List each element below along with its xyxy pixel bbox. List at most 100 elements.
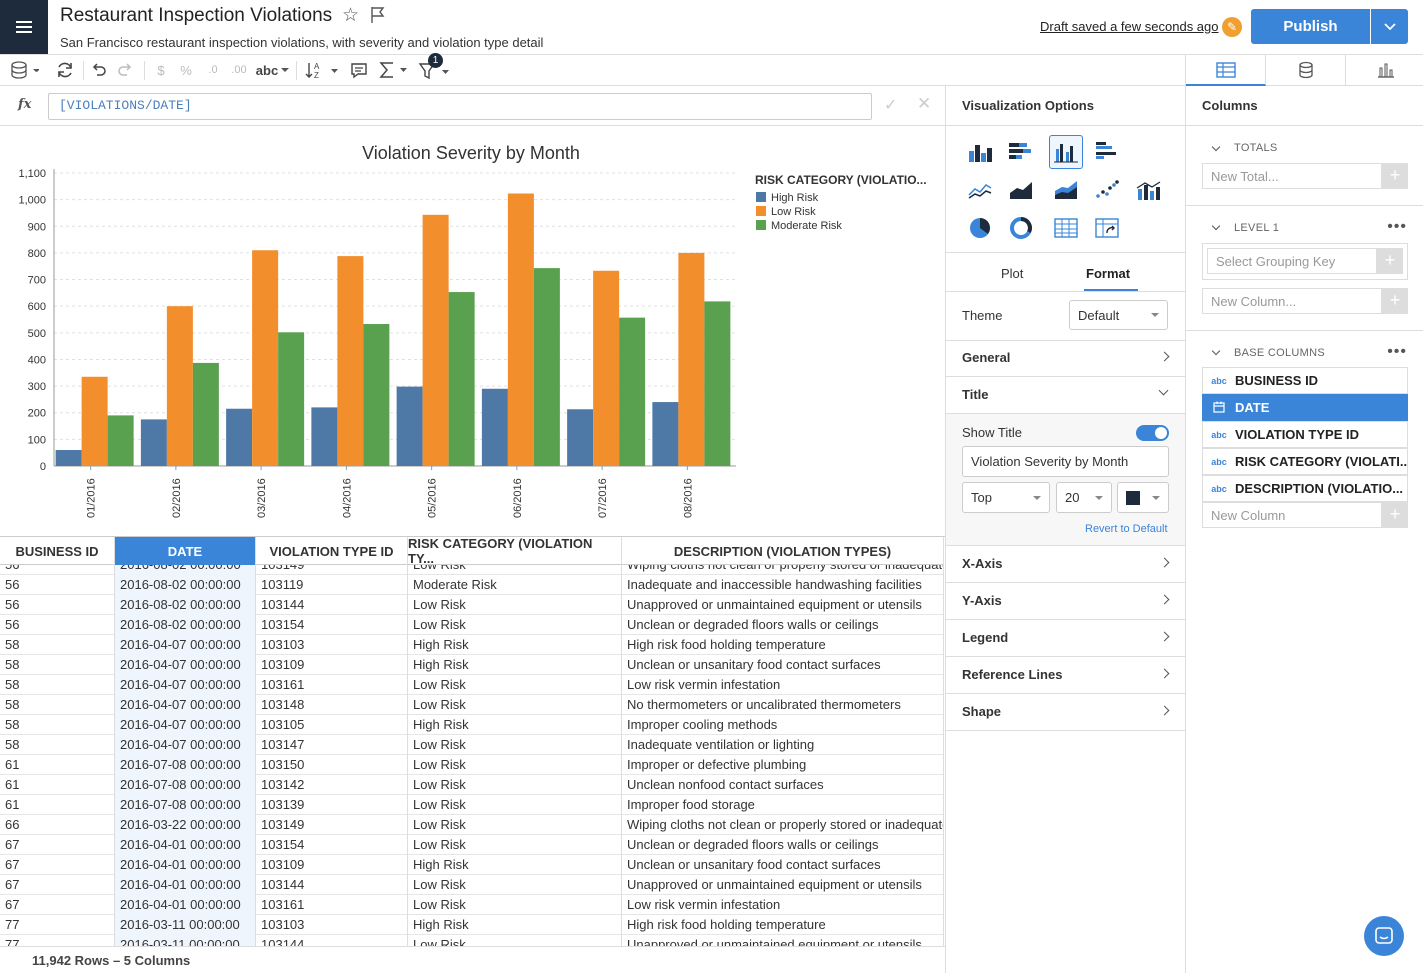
table-row[interactable]: 58 2016-04-07 00:00:00 103105 High Risk Impr… [0, 715, 944, 735]
title-text-input[interactable]: Violation Severity by Month [962, 446, 1169, 477]
combo-chart-icon[interactable] [1131, 173, 1165, 207]
column-header[interactable]: BUSINESS ID [0, 537, 115, 565]
table-cell[interactable]: 56 [0, 575, 115, 595]
table-cell[interactable]: 67 [0, 835, 115, 855]
table-cell[interactable]: 103144 [256, 595, 408, 615]
table-cell[interactable]: 58 [0, 675, 115, 695]
grouping-key-input[interactable]: Select Grouping Key [1207, 248, 1377, 274]
table-row[interactable]: 77 2016-03-11 00:00:00 103144 Low Risk Unapp… [0, 935, 944, 946]
table-cell[interactable]: 2016-04-07 00:00:00 [115, 635, 256, 655]
table-chart-icon[interactable] [1049, 211, 1083, 245]
check-icon[interactable]: ✓ [884, 97, 898, 114]
table-row[interactable]: 58 2016-04-07 00:00:00 103147 Low Risk Inade… [0, 735, 944, 755]
table-cell[interactable]: Moderate Risk [408, 575, 622, 595]
table-cell[interactable]: Low Risk [408, 895, 622, 915]
area-chart-icon[interactable] [1004, 173, 1038, 207]
section-general[interactable]: General [946, 340, 1185, 377]
table-cell[interactable]: 56 [0, 595, 115, 615]
chat-button[interactable] [1364, 916, 1404, 956]
grouped-column-chart-icon[interactable] [1049, 135, 1083, 169]
text-format-dropdown[interactable] [280, 58, 290, 82]
column-header[interactable]: RISK CATEGORY (VIOLATION TY... [408, 537, 622, 566]
decrease-decimals-button[interactable]: .0 [208, 64, 218, 76]
table-cell[interactable]: High Risk [408, 855, 622, 875]
show-title-toggle[interactable] [1136, 425, 1169, 441]
percent-format-button[interactable]: % [180, 62, 192, 78]
draft-status-link[interactable]: Draft saved a few seconds ago [1040, 19, 1219, 34]
section-title[interactable]: Title [946, 377, 1185, 414]
table-cell[interactable]: 103144 [256, 875, 408, 895]
table-cell[interactable]: High Risk [408, 655, 622, 675]
stacked-area-chart-icon[interactable] [1049, 173, 1083, 207]
table-cell[interactable]: 103149 [256, 815, 408, 835]
tab-chart-settings[interactable] [1346, 55, 1423, 86]
add-total-button[interactable]: + [1382, 163, 1408, 189]
publish-dropdown-button[interactable] [1371, 9, 1408, 44]
more-options-icon[interactable]: ••• [1387, 343, 1407, 360]
table-cell[interactable]: No thermometers or uncalibrated thermome… [622, 695, 944, 715]
tab-plot[interactable]: Plot [1001, 266, 1024, 281]
table-cell[interactable]: Low Risk [408, 755, 622, 775]
table-cell[interactable]: 67 [0, 855, 115, 875]
menu-button[interactable] [0, 0, 48, 54]
table-cell[interactable]: Improper or defective plumbing [622, 755, 944, 775]
section-x-axis[interactable]: X-Axis [946, 546, 1185, 583]
table-cell[interactable]: 103142 [256, 775, 408, 795]
table-cell[interactable]: 67 [0, 895, 115, 915]
table-cell[interactable]: Unclean nonfood contact surfaces [622, 775, 944, 795]
table-row[interactable]: 61 2016-07-08 00:00:00 103139 Low Risk Impro… [0, 795, 944, 815]
table-cell[interactable]: High Risk [408, 635, 622, 655]
table-cell[interactable]: 103109 [256, 855, 408, 875]
new-column-input[interactable]: New Column... [1202, 288, 1382, 314]
table-cell[interactable]: 2016-08-02 00:00:00 [115, 615, 256, 635]
table-cell[interactable]: Unclean or degraded floors walls or ceil… [622, 615, 944, 635]
pie-chart-icon[interactable] [963, 211, 997, 245]
table-cell[interactable]: Low Risk [408, 595, 622, 615]
table-cell[interactable]: Low Risk [408, 835, 622, 855]
table-cell[interactable]: Low Risk [408, 815, 622, 835]
donut-chart-icon[interactable] [1004, 211, 1038, 245]
publish-button[interactable]: Publish [1251, 9, 1370, 44]
table-cell[interactable]: 61 [0, 795, 115, 815]
flag-icon[interactable] [370, 6, 386, 29]
scatter-chart-icon[interactable] [1090, 173, 1124, 207]
table-row[interactable]: 61 2016-07-08 00:00:00 103150 Low Risk Impro… [0, 755, 944, 775]
chevron-down-icon[interactable] [1211, 221, 1221, 231]
table-cell[interactable]: 66 [0, 815, 115, 835]
table-cell[interactable]: Improper food storage [622, 795, 944, 815]
table-row[interactable]: 56 2016-08-02 00:00:00 103119 Moderate Risk… [0, 575, 944, 595]
theme-select[interactable]: Default [1069, 300, 1168, 330]
table-cell[interactable]: Unclean or degraded floors walls or ceil… [622, 835, 944, 855]
table-cell[interactable]: 77 [0, 935, 115, 946]
table-cell[interactable]: Low Risk [408, 735, 622, 755]
text-format-button[interactable]: abc [255, 62, 279, 78]
section-y-axis[interactable]: Y-Axis [946, 583, 1185, 620]
tab-data-source[interactable] [1266, 55, 1346, 86]
new-base-column-input[interactable]: New Column [1202, 502, 1382, 528]
page-title[interactable]: Restaurant Inspection Violations [60, 5, 333, 26]
title-size-select[interactable]: 20 [1056, 482, 1112, 513]
table-row[interactable]: 56 2016-08-02 00:00:00 103154 Low Risk Uncle… [0, 615, 944, 635]
table-cell[interactable]: 103109 [256, 655, 408, 675]
table-cell[interactable]: 103154 [256, 615, 408, 635]
stacked-bar-chart-icon[interactable] [1004, 135, 1038, 169]
table-cell[interactable]: Low Risk [408, 795, 622, 815]
table-cell[interactable]: Low Risk [408, 935, 622, 946]
close-icon[interactable]: ✕ [917, 94, 932, 113]
table-cell[interactable]: 58 [0, 635, 115, 655]
table-cell[interactable]: Low Risk [408, 675, 622, 695]
more-options-icon[interactable]: ••• [1387, 218, 1407, 235]
title-color-select[interactable] [1117, 482, 1169, 513]
add-base-column-button[interactable]: + [1382, 502, 1408, 528]
table-cell[interactable]: 2016-08-02 00:00:00 [115, 575, 256, 595]
table-cell[interactable]: 2016-03-11 00:00:00 [115, 915, 256, 935]
section-shape[interactable]: Shape [946, 694, 1185, 731]
comment-button[interactable] [346, 58, 372, 82]
table-row[interactable]: 77 2016-03-11 00:00:00 103103 High Risk High… [0, 915, 944, 935]
revert-to-default-link[interactable]: Revert to Default [1085, 523, 1168, 535]
table-cell[interactable]: Low risk vermin infestation [622, 895, 944, 915]
table-cell[interactable]: Low Risk [408, 615, 622, 635]
table-row[interactable]: 67 2016-04-01 00:00:00 103109 High Risk Uncl… [0, 855, 944, 875]
table-cell[interactable]: Low Risk [408, 875, 622, 895]
